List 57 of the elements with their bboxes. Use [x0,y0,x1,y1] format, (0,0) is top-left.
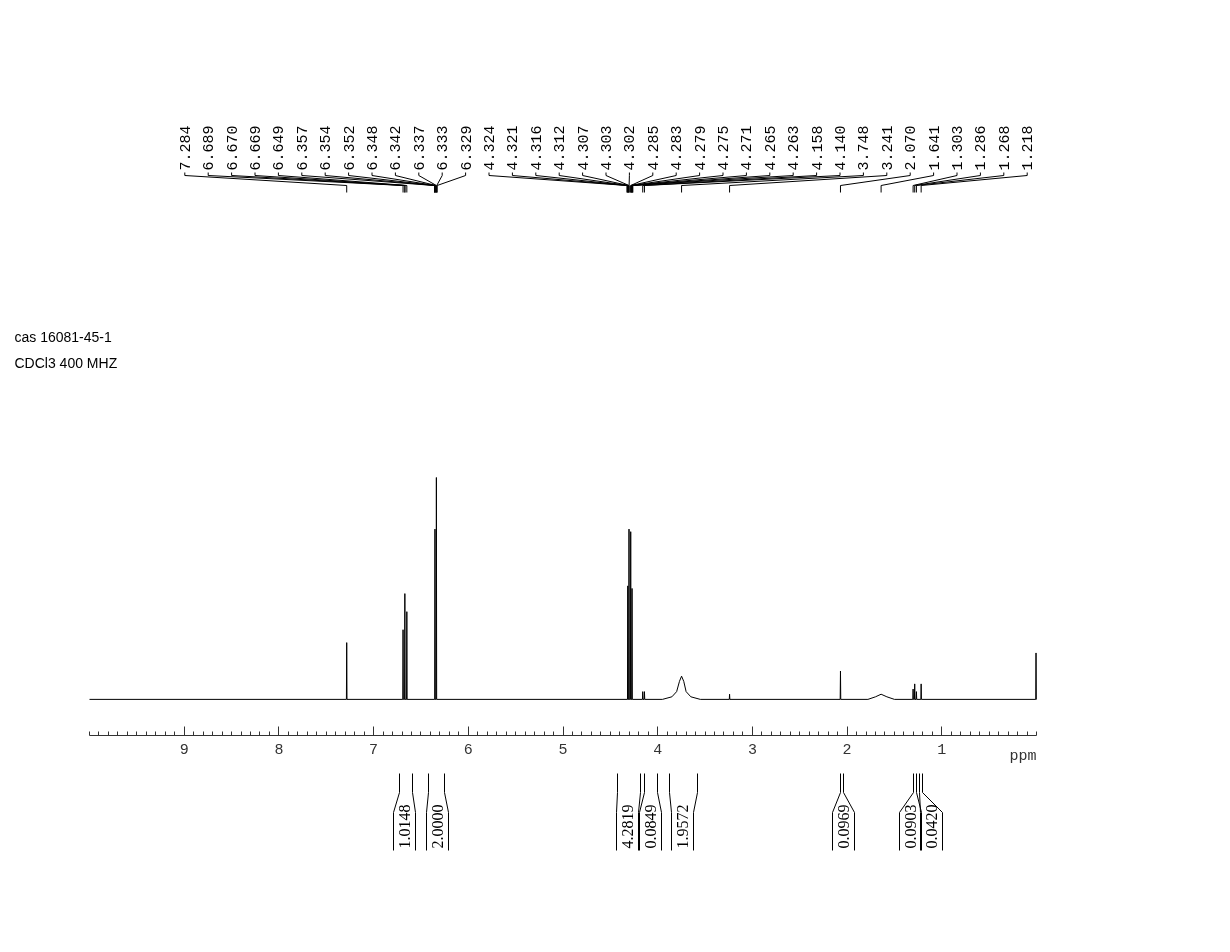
text: 4.279 [692,125,710,171]
text: 4.321 [505,125,523,171]
text: 1.641 [926,125,944,171]
text: 6.670 [224,125,242,171]
text: 6.342 [388,125,406,171]
text: 6.669 [248,125,265,171]
text: 3.241 [879,125,897,171]
text: 2.0000 [429,804,446,849]
x-tick-label: 1 [937,741,947,759]
text: 6.649 [271,125,289,171]
text: 4.303 [599,125,616,171]
text: 4.316 [528,125,546,171]
x-tick-label: 6 [463,741,473,759]
text: 6.689 [201,125,219,171]
text: 4.275 [716,125,733,171]
text: 3.748 [856,125,874,171]
text: 6.337 [411,125,429,171]
text: 4.324 [482,125,499,171]
text: 6.348 [365,125,382,171]
text: 1.0148 [396,804,413,849]
text: 1.286 [973,125,991,171]
x-tick-label: 5 [558,741,568,759]
text: 6.329 [458,125,476,171]
x-tick-label: 7 [369,741,379,759]
text: 4.283 [669,125,687,171]
x-tick-label: 2 [842,741,852,759]
text: 2.070 [903,125,921,171]
text: 7.284 [177,125,195,171]
text: 6.333 [435,125,453,171]
text: 1.9572 [674,804,691,849]
x-tick-label: 8 [274,741,284,759]
text: 4.140 [833,125,850,171]
text: 4.158 [809,125,827,171]
text: 4.263 [786,125,804,171]
text: cas 16081-45-1 [14,328,112,345]
x-tick-label: 4 [653,741,663,759]
text: 4.302 [622,125,640,171]
text: 4.271 [739,125,757,171]
text: 1.268 [996,125,1014,171]
text: 6.354 [318,125,336,171]
text: 4.285 [645,125,663,171]
text: 0.0420 [923,804,940,849]
text: 6.352 [341,125,359,171]
text: 0.0849 [642,804,659,849]
text: 4.265 [762,125,780,171]
text: 4.312 [552,125,570,171]
text: 0.0969 [835,804,852,849]
text: 4.307 [575,125,593,171]
text: 1.218 [1020,125,1038,171]
text: 0.0903 [902,804,919,849]
text: CDCl3 400 MHZ [14,354,118,371]
x-tick-label: 3 [747,741,757,759]
text: 6.357 [294,125,312,171]
text: 4.2819 [619,804,636,849]
x-tick-label: 9 [179,741,189,759]
x-axis-title: ppm [1009,748,1037,765]
text: 1.303 [950,125,967,171]
